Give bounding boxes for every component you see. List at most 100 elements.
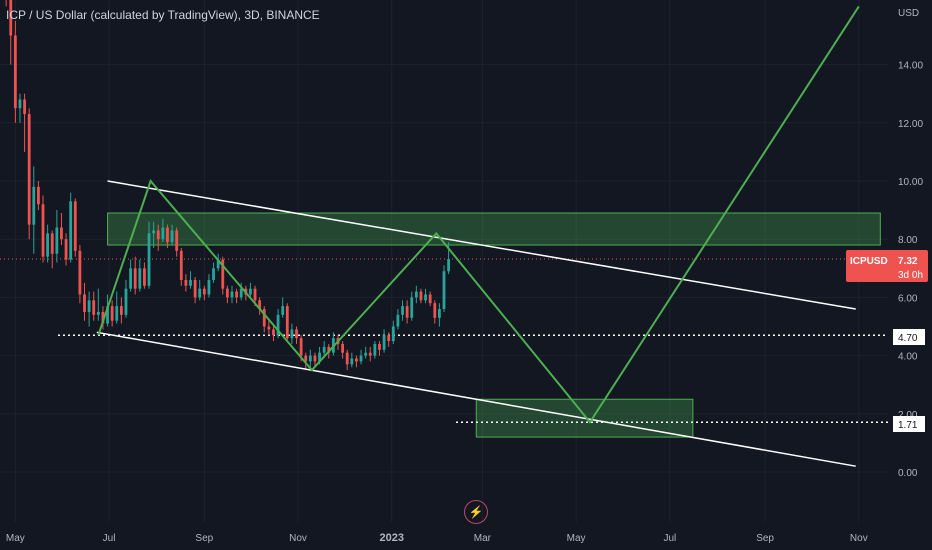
candle-body <box>304 355 308 362</box>
time-tick-label: Mar <box>474 533 492 544</box>
candle-body <box>106 306 109 324</box>
candle-body <box>391 326 395 342</box>
time-axis[interactable]: May Jul Sep Nov 2023 Mar May Jul Sep Nov <box>6 532 868 544</box>
time-tick-label: Jul <box>103 533 116 544</box>
channel-line <box>107 180 856 310</box>
price-badge-countdown: 3d 0h <box>898 270 923 281</box>
candle-body <box>313 355 317 362</box>
candle-body <box>447 258 451 272</box>
candle-body <box>428 294 432 304</box>
price-badge-price: 7.32 <box>898 256 918 267</box>
time-tick-label: May <box>6 533 25 544</box>
candle-body <box>101 311 105 324</box>
candle-body <box>69 201 73 260</box>
candle-body <box>401 306 404 315</box>
candle-body <box>166 227 169 243</box>
candle-body <box>87 300 91 312</box>
candle-body <box>437 309 441 318</box>
candle-body <box>193 279 197 298</box>
candle-body <box>249 288 252 295</box>
candle-body <box>295 329 298 339</box>
pattern-polyline <box>97 5 860 424</box>
candle-body <box>55 227 59 254</box>
time-tick-label: Sep <box>195 533 213 544</box>
candle-body <box>198 288 202 298</box>
candle-body <box>258 300 262 310</box>
price-tick-label: 8.00 <box>898 235 918 246</box>
candle-body <box>92 300 96 315</box>
candle-body <box>13 35 17 109</box>
level-badge-lower <box>893 416 925 432</box>
time-tick-label: Jul <box>663 533 676 544</box>
candle-body <box>133 268 137 289</box>
candle-body <box>235 291 238 298</box>
price-tick-label: 10.00 <box>898 177 923 188</box>
candle-body <box>161 227 165 240</box>
level-badge-upper <box>893 329 925 345</box>
candle-body <box>285 306 289 339</box>
candle-body <box>290 329 294 339</box>
candle-body <box>364 352 368 356</box>
candle-body <box>396 314 400 327</box>
time-tick-label: May <box>567 533 586 544</box>
tradingview-bolt-icon[interactable]: ⚡ <box>464 500 488 524</box>
candle-body <box>96 311 100 315</box>
level-badge-lower-text: 1.71 <box>898 420 918 431</box>
candle-body <box>225 288 229 298</box>
candle-body <box>152 230 156 234</box>
candle-body <box>355 358 358 362</box>
level-badge-upper-text: 4.70 <box>898 333 918 344</box>
candle-body <box>202 288 206 295</box>
horizontal-levels <box>58 334 888 423</box>
price-tick-label: 4.00 <box>898 352 918 363</box>
candle-body <box>207 279 211 295</box>
candle-body <box>350 358 354 365</box>
candle-body <box>299 338 303 356</box>
candle-body <box>272 329 275 336</box>
candle-body <box>129 268 132 289</box>
candle-body <box>143 268 146 286</box>
time-tick-label: Sep <box>756 533 774 544</box>
candle-body <box>419 291 423 301</box>
time-tick-label: Nov <box>289 533 307 544</box>
candle-body <box>37 186 40 205</box>
pattern-path[interactable] <box>97 5 860 424</box>
candle-body <box>327 346 331 353</box>
candle-body <box>119 306 123 315</box>
channel-lines[interactable] <box>96 180 856 467</box>
price-scale-currency: USD <box>898 8 919 19</box>
candle-body <box>32 186 36 225</box>
candle-body <box>73 201 77 251</box>
candle-body <box>322 346 326 353</box>
candle-body <box>124 288 128 315</box>
candle-body <box>147 233 151 286</box>
candle-body <box>41 204 45 257</box>
candle-body <box>18 99 22 109</box>
candle-body <box>110 306 114 321</box>
candle-body <box>83 294 86 312</box>
candle-body <box>308 355 312 362</box>
candle-body <box>138 268 142 289</box>
price-scale[interactable]: USD 14.00 12.00 10.00 8.00 6.00 4.00 2.00 0.00 <box>898 8 923 479</box>
time-tick-label: 2023 <box>380 532 404 544</box>
candle-body <box>433 303 437 318</box>
chart-title: ICP / US Dollar (calculated by TradingVi… <box>6 8 320 22</box>
candle-body <box>184 279 188 286</box>
candle-body <box>23 99 26 115</box>
candle-body <box>78 250 82 295</box>
candle-body <box>345 352 349 365</box>
candle-body <box>216 259 220 269</box>
candlestick-series[interactable] <box>5 0 451 371</box>
candle-body <box>276 314 280 336</box>
price-tick-label: 2.00 <box>898 410 918 421</box>
candle-body <box>382 335 386 350</box>
candle-body <box>64 239 68 260</box>
price-tick-label: 12.00 <box>898 119 923 130</box>
candle-body <box>9 0 13 36</box>
candle-body <box>262 309 266 327</box>
price-tick-label: 0.00 <box>898 468 918 479</box>
candle-body <box>341 343 345 353</box>
channel-line <box>96 331 856 467</box>
candle-body <box>156 230 160 240</box>
